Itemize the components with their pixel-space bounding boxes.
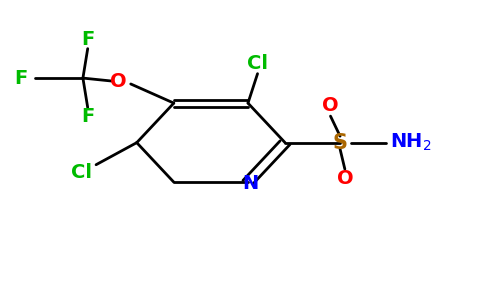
Text: F: F <box>14 69 27 88</box>
Text: S: S <box>333 133 348 153</box>
Text: O: O <box>110 71 127 91</box>
Text: NH$_2$: NH$_2$ <box>390 132 432 153</box>
Text: O: O <box>336 169 353 188</box>
Text: Cl: Cl <box>247 54 268 73</box>
Text: N: N <box>242 174 258 193</box>
Text: F: F <box>81 30 94 49</box>
Text: Cl: Cl <box>71 163 92 182</box>
Text: F: F <box>81 107 94 126</box>
Text: O: O <box>322 96 339 115</box>
